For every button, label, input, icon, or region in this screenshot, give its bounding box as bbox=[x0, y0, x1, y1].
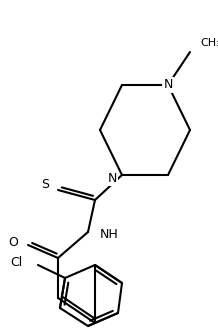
Text: Cl: Cl bbox=[10, 256, 22, 269]
Text: O: O bbox=[8, 236, 18, 249]
Text: N: N bbox=[107, 172, 117, 184]
Text: N: N bbox=[163, 78, 173, 92]
Text: NH: NH bbox=[100, 229, 119, 241]
Text: CH₃: CH₃ bbox=[200, 38, 218, 48]
Text: S: S bbox=[41, 178, 49, 192]
